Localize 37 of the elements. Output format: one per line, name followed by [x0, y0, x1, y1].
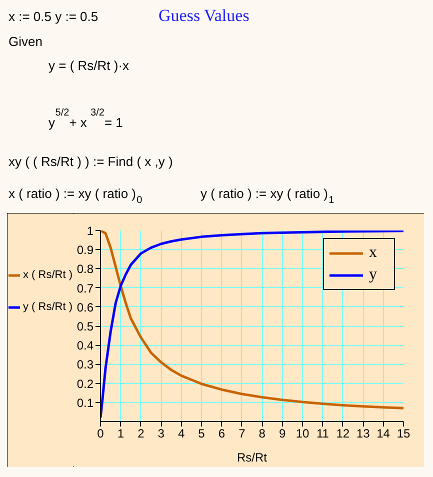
- x-tick-label: 14: [376, 426, 390, 440]
- text: Guess Values: [158, 6, 250, 25]
- text: Given: [8, 34, 42, 49]
- x-tick-label: 7: [238, 426, 246, 440]
- x-tick-label: 13: [356, 426, 370, 440]
- x-tick-label: 15: [396, 426, 410, 440]
- legend-label: y: [369, 266, 378, 284]
- x-tick-label: 3: [158, 426, 165, 440]
- x-tick-label: 4: [178, 426, 185, 440]
- x-tick-label: 11: [316, 426, 330, 440]
- x-tick-label: 6: [218, 426, 226, 440]
- y-tick-label: 0.2: [76, 376, 94, 391]
- y-tick-label: 1: [86, 224, 94, 238]
- x-axis-title: Rs/Rt: [237, 450, 268, 464]
- y-tick-label: 0.9: [76, 243, 94, 258]
- text: xy ( ( Rs/Rt ) ) := Find ( x ,y ): [8, 154, 173, 169]
- y-tick-label: 0.3: [76, 358, 94, 372]
- text: y = ( Rs/Rt )·x: [48, 58, 130, 73]
- x-tick-label: 0: [97, 426, 104, 440]
- x-tick-label: 12: [336, 426, 350, 440]
- y-tick-label: 0.4: [76, 338, 94, 353]
- text: y5/2 + x3/2 = 1: [48, 107, 123, 130]
- x-tick-label: 5: [198, 426, 206, 440]
- x-tick-label: 10: [296, 426, 310, 440]
- y-tick-label: 0.5: [76, 320, 94, 334]
- legend-label: x: [369, 244, 378, 262]
- text: x := 0.5 y := 0.5: [8, 9, 98, 24]
- x-tick-label: 8: [258, 426, 266, 440]
- y-tick-label: 0.1: [76, 396, 94, 410]
- x-tick-label: 2: [138, 426, 145, 440]
- text: y ( Rs/Rt ): [23, 301, 72, 313]
- y-tick-label: 0.8: [76, 262, 94, 276]
- y-tick-label: 0.6: [76, 300, 94, 314]
- x-tick-label: 1: [117, 426, 124, 440]
- text: x ( Rs/Rt ): [23, 269, 72, 281]
- x-tick-label: 9: [278, 426, 286, 440]
- y-tick-label: 0.7: [76, 281, 94, 296]
